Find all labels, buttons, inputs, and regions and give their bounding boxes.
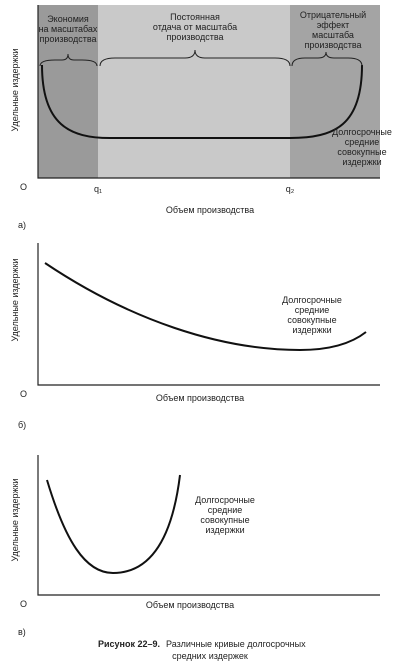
brace [291,51,363,67]
curve-label: Долгосрочные [282,295,342,305]
caption-label: Рисунок 22–9. [98,639,160,649]
axes [37,455,380,596]
origin: O [20,389,27,399]
curve [44,262,367,352]
caption-text: средних издержек [172,651,248,661]
axes [37,243,380,386]
axes [37,5,380,179]
origin: O [20,182,27,192]
curve-label: совокупные [337,147,386,157]
x-axis-label: Объем производства [166,205,254,215]
curve-label: средние [345,137,380,147]
x-axis-label: Объем производства [156,393,244,403]
region-label: Экономия [47,14,89,24]
y-axis-label: Удельные издержки [10,478,20,561]
curve-label: совокупные [200,515,249,525]
region-shade [38,5,98,178]
region-label: эффект [317,20,350,30]
curve-label: средние [295,305,330,315]
region-shade [98,5,290,178]
x-mark: q₁ [94,184,102,194]
curve [46,474,181,575]
curve-label: средние [208,505,243,515]
region-label: отдача от масштаба [153,22,237,32]
region-label: Постоянная [170,12,220,22]
region-label: Отрицательный [300,10,366,20]
region-label: производства [304,40,361,50]
curve-label: Долгосрочные [332,127,392,137]
curve-label: издержки [342,157,381,167]
curve-label: издержки [205,525,244,535]
region-label: масштаба [312,30,354,40]
curve [41,64,363,139]
curve-label: Долгосрочные [195,495,255,505]
y-axis-label: Удельные издержки [10,48,20,131]
brace [99,49,291,67]
panel-label: б) [18,420,26,430]
region-label: на масштабах [39,24,98,34]
panel-label: а) [18,220,26,230]
curve-label: издержки [292,325,331,335]
y-axis-label: Удельные издержки [10,258,20,341]
x-mark: q₂ [286,184,295,194]
origin: O [20,599,27,609]
caption-text: Различные кривые долгосрочных [166,639,306,649]
x-axis-label: Объем производства [146,600,234,610]
panel-label: в) [18,627,26,637]
curve-label: совокупные [287,315,336,325]
region-label: производства [166,32,223,42]
region-shade [290,5,380,178]
brace [39,53,98,67]
region-label: производства [39,34,96,44]
